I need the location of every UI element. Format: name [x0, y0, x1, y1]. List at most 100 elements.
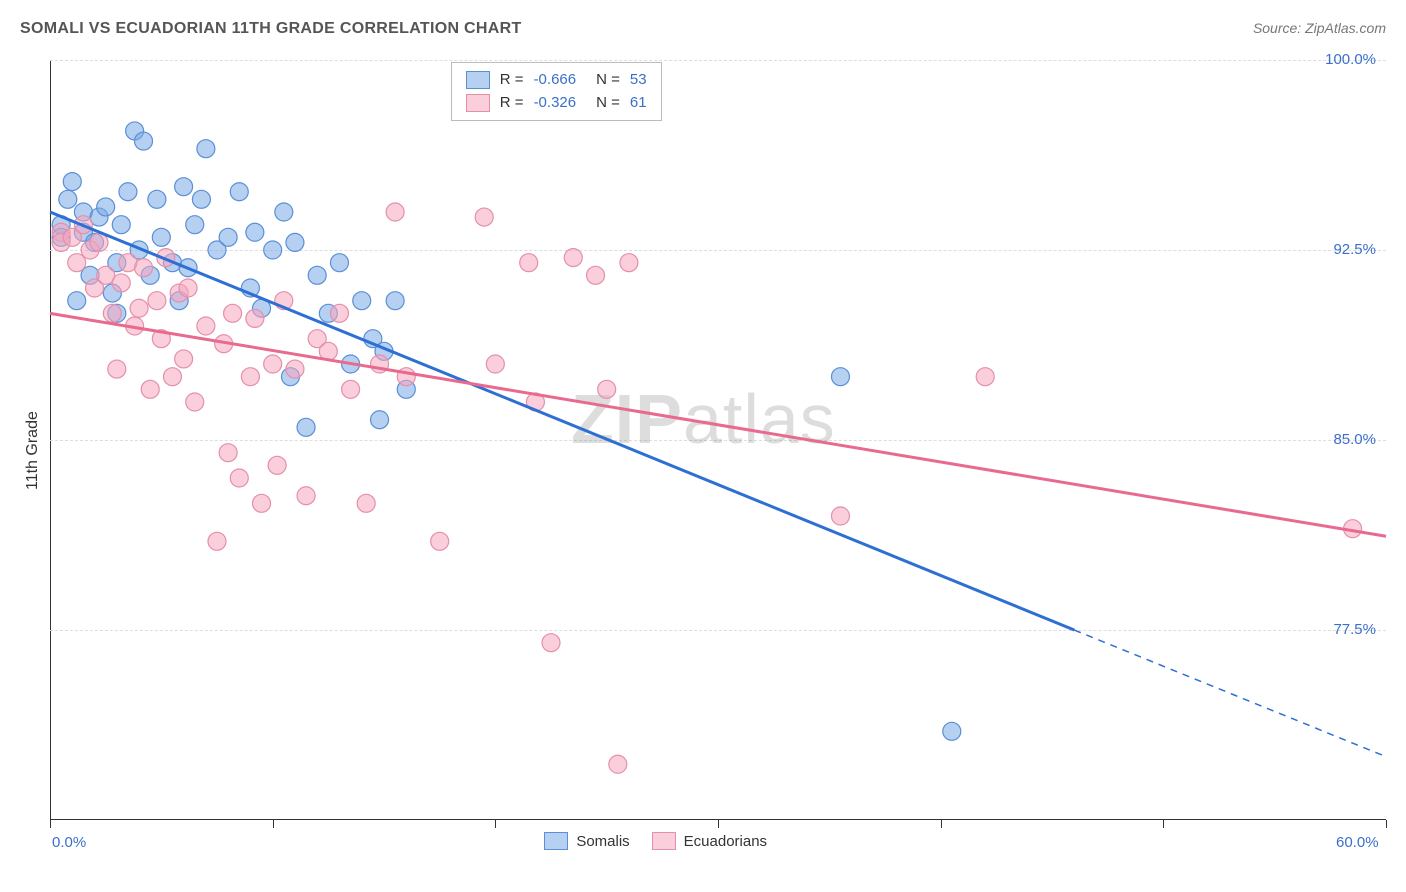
data-point	[175, 350, 193, 368]
legend-stats: R =-0.666N =53R =-0.326N =61	[451, 62, 662, 121]
data-point	[63, 173, 81, 191]
data-point	[108, 360, 126, 378]
data-point	[68, 292, 86, 310]
legend-r-label: R =	[500, 69, 524, 92]
data-point	[831, 368, 849, 386]
data-point	[831, 507, 849, 525]
data-point	[163, 368, 181, 386]
x-tick-mark	[1163, 820, 1164, 828]
legend-swatch	[652, 832, 676, 850]
chart-source: Source: ZipAtlas.com	[1253, 20, 1386, 36]
data-point	[286, 233, 304, 251]
data-point	[135, 259, 153, 277]
data-point	[943, 722, 961, 740]
legend-series: Somalis Ecuadorians	[544, 832, 767, 850]
data-point	[230, 469, 248, 487]
x-tick-mark	[50, 820, 51, 828]
data-point	[135, 132, 153, 150]
x-tick-mark	[718, 820, 719, 828]
data-point	[241, 368, 259, 386]
legend-n-label: N =	[596, 69, 620, 92]
data-point	[308, 266, 326, 284]
data-point	[330, 254, 348, 272]
legend-series-label: Ecuadorians	[684, 833, 767, 850]
x-tick-mark	[941, 820, 942, 828]
data-point	[587, 266, 605, 284]
legend-series-item: Ecuadorians	[652, 832, 767, 850]
data-point	[353, 292, 371, 310]
data-point	[431, 532, 449, 550]
data-point	[357, 494, 375, 512]
legend-r-value: -0.666	[534, 69, 577, 92]
data-point	[598, 380, 616, 398]
data-point	[119, 183, 137, 201]
regression-line-extrapolated	[1074, 630, 1386, 757]
data-point	[59, 190, 77, 208]
data-point	[197, 140, 215, 158]
x-tick-mark	[495, 820, 496, 828]
data-point	[297, 487, 315, 505]
x-max-label: 60.0%	[1336, 834, 1379, 851]
regression-line	[50, 313, 1386, 536]
data-point	[152, 228, 170, 246]
x-min-label: 0.0%	[52, 834, 86, 851]
legend-r-label: R =	[500, 92, 524, 115]
regression-line	[50, 212, 1074, 630]
chart-title: SOMALI VS ECUADORIAN 11TH GRADE CORRELAT…	[20, 20, 522, 38]
chart-header: SOMALI VS ECUADORIAN 11TH GRADE CORRELAT…	[20, 20, 1386, 38]
x-tick-mark	[273, 820, 274, 828]
legend-swatch	[466, 71, 490, 89]
data-point	[219, 444, 237, 462]
data-point	[342, 380, 360, 398]
legend-n-value: 53	[630, 69, 647, 92]
data-point	[542, 634, 560, 652]
data-point	[264, 355, 282, 373]
data-point	[224, 304, 242, 322]
y-axis-label: 11th Grade	[24, 411, 42, 490]
data-point	[609, 755, 627, 773]
legend-stats-row: R =-0.326N =61	[466, 92, 647, 115]
data-point	[148, 190, 166, 208]
data-point	[112, 216, 130, 234]
scatter-svg	[50, 60, 1386, 820]
data-point	[192, 190, 210, 208]
data-point	[386, 203, 404, 221]
data-point	[97, 198, 115, 216]
x-tick-mark	[1386, 820, 1387, 828]
data-point	[253, 494, 271, 512]
data-point	[148, 292, 166, 310]
data-point	[268, 456, 286, 474]
data-point	[246, 223, 264, 241]
data-point	[186, 393, 204, 411]
data-point	[475, 208, 493, 226]
legend-n-label: N =	[596, 92, 620, 115]
data-point	[197, 317, 215, 335]
data-point	[330, 304, 348, 322]
data-point	[264, 241, 282, 259]
data-point	[208, 532, 226, 550]
legend-swatch	[544, 832, 568, 850]
legend-stats-row: R = -0.666 N = 53	[466, 69, 647, 92]
legend-swatch	[466, 94, 490, 112]
data-point	[564, 249, 582, 267]
data-point	[486, 355, 504, 373]
data-point	[371, 411, 389, 429]
data-point	[219, 228, 237, 246]
legend-series-item: Somalis	[544, 832, 629, 850]
data-point	[230, 183, 248, 201]
data-point	[976, 368, 994, 386]
data-point	[275, 203, 293, 221]
data-point	[112, 274, 130, 292]
data-point	[141, 380, 159, 398]
data-point	[175, 178, 193, 196]
legend-r-value: -0.326	[534, 92, 577, 115]
data-point	[520, 254, 538, 272]
data-point	[103, 304, 121, 322]
data-point	[130, 299, 148, 317]
data-point	[179, 279, 197, 297]
data-point	[620, 254, 638, 272]
data-point	[246, 309, 264, 327]
data-point	[297, 418, 315, 436]
data-point	[386, 292, 404, 310]
data-point	[286, 360, 304, 378]
